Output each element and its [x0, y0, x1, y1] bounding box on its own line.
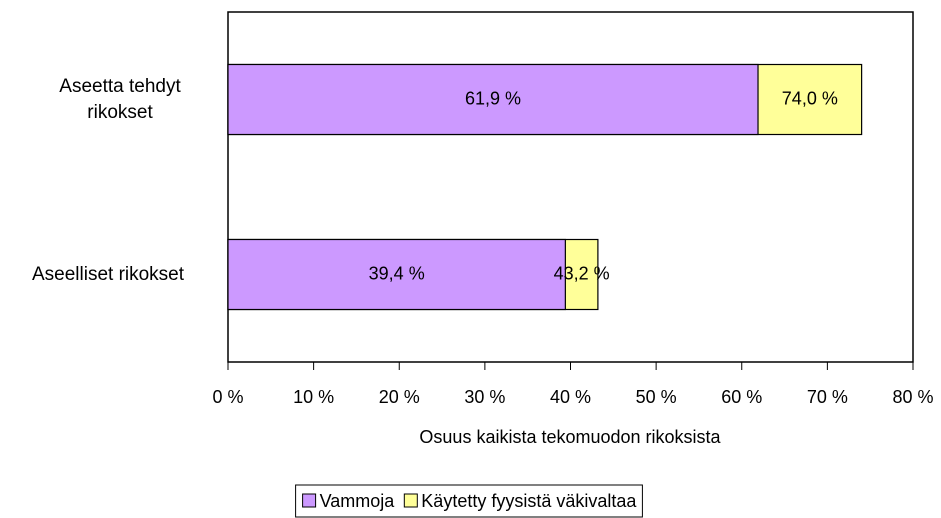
data-label: 43,2 % — [554, 263, 610, 283]
x-tick-label: 30 % — [464, 387, 505, 407]
data-label: 61,9 % — [465, 88, 521, 108]
x-tick-label: 40 % — [550, 387, 591, 407]
y-tick-label: Aseelliset rikokset — [31, 263, 185, 285]
bar — [227, 63, 759, 136]
x-tick-label: 80 % — [892, 387, 933, 407]
bar — [227, 238, 566, 311]
data-label: 39,4 % — [369, 263, 425, 283]
data-label: 74,0 % — [782, 88, 838, 108]
legend-label: Vammoja — [320, 491, 396, 511]
x-tick-label: 0 % — [212, 387, 243, 407]
legend-swatch — [302, 493, 317, 508]
legend-swatch — [403, 493, 418, 508]
legend — [295, 484, 643, 518]
x-tick-label: 50 % — [636, 387, 677, 407]
y-tick-label: Aseetta tehdyt rikokset — [59, 75, 181, 123]
x-tick-label: 20 % — [379, 387, 420, 407]
x-tick-label: 70 % — [807, 387, 848, 407]
x-tick-label: 60 % — [721, 387, 762, 407]
x-tick-label: 10 % — [293, 387, 334, 407]
legend-label: Käytetty fyysistä väkivaltaa — [421, 491, 637, 511]
x-axis-title: Osuus kaikista tekomuodon rikoksista — [419, 427, 721, 447]
